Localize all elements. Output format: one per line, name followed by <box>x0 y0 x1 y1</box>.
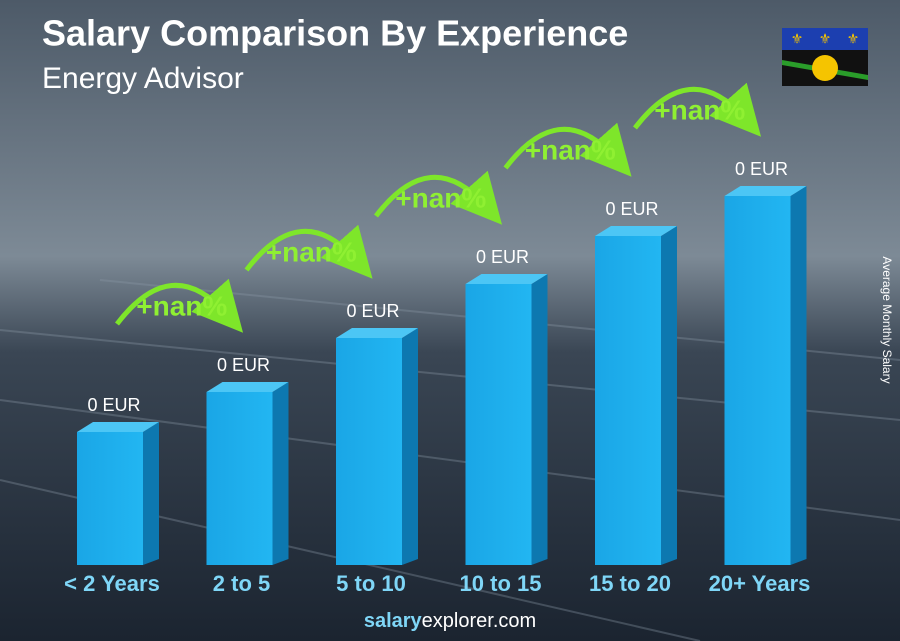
value-label: 0 EUR <box>87 395 140 415</box>
bars: 0 EUR < 2 Years 0 EUR 2 to 5 0 EUR 5 to 10 0 E… <box>64 82 811 596</box>
value-label: 0 EUR <box>476 247 529 267</box>
bar-side <box>272 382 289 565</box>
change-arrow <box>115 278 244 333</box>
category-label: 10 to 15 <box>460 571 542 596</box>
bar-top <box>336 328 418 338</box>
bar-side <box>531 274 548 565</box>
value-label: 0 EUR <box>735 159 788 179</box>
change-arrow <box>503 122 632 177</box>
bar-side <box>143 422 159 565</box>
bar-top <box>206 382 289 392</box>
svg-text:⚜: ⚜ <box>819 31 832 47</box>
change-label: +nan% <box>266 236 357 267</box>
bar-top <box>77 422 159 432</box>
change-arrow <box>244 224 373 279</box>
change-arrow <box>374 170 503 225</box>
svg-text:⚜: ⚜ <box>791 31 804 47</box>
category-label: 2 to 5 <box>213 571 270 596</box>
category-label: 20+ Years <box>709 571 811 596</box>
bar-side <box>402 328 418 565</box>
bar <box>595 236 661 565</box>
bar <box>206 392 273 565</box>
bar <box>465 284 532 565</box>
category-label: 5 to 10 <box>336 571 406 596</box>
footer-part: explorer <box>422 610 495 632</box>
footer: salaryexplorer.com <box>364 610 536 632</box>
category-label: 15 to 20 <box>589 571 671 596</box>
flag: ⚜ ⚜ ⚜ <box>782 28 868 86</box>
bar <box>336 338 402 565</box>
value-label: 0 EUR <box>605 199 658 219</box>
bar <box>77 432 143 565</box>
change-label: +nan% <box>525 134 616 165</box>
change-label: +nan% <box>395 182 486 213</box>
title: Salary Comparison By Experience <box>42 13 628 54</box>
bar <box>724 196 791 565</box>
svg-text:⚜: ⚜ <box>847 31 860 47</box>
bar-side <box>661 226 677 565</box>
category-label: < 2 Years <box>64 571 160 596</box>
side-label: Average Monthly Salary <box>880 256 894 383</box>
bar-top <box>465 274 548 284</box>
change-label: +nan% <box>136 290 227 321</box>
value-label: 0 EUR <box>217 355 270 375</box>
footer-part: salary <box>364 610 423 632</box>
bar-top <box>724 186 807 196</box>
footer-part: .com <box>493 610 536 632</box>
bar-top <box>595 226 677 236</box>
bar-side <box>790 186 807 565</box>
value-label: 0 EUR <box>346 301 399 321</box>
change-label: +nan% <box>654 94 745 125</box>
subtitle: Energy Advisor <box>42 62 244 95</box>
change-arrow <box>633 82 762 137</box>
